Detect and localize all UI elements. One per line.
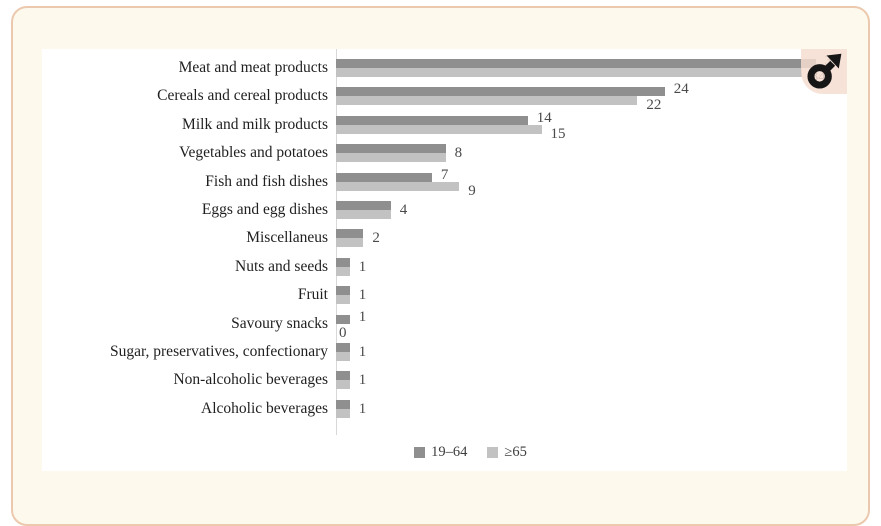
bar-19-64 — [336, 314, 350, 324]
value-label: 1 — [358, 344, 367, 360]
male-symbol-badge[interactable] — [801, 49, 847, 94]
value-label: 15 — [550, 125, 566, 142]
bar-65plus — [336, 380, 350, 390]
bar-19-64 — [336, 87, 665, 97]
category-label: Savoury snacks — [231, 314, 328, 332]
value-label: 14 — [536, 109, 552, 126]
value-label: 1 — [358, 287, 367, 304]
category-label: Fruit — [297, 286, 328, 304]
bar-65plus — [336, 295, 350, 305]
bar-65plus — [336, 210, 391, 219]
bar-19-64 — [336, 399, 350, 409]
bar-19-64 — [336, 59, 816, 68]
bar-19-64 — [336, 115, 528, 125]
value-label: 1 — [358, 372, 367, 389]
category-label: Vegetables and potatoes — [179, 144, 328, 162]
bar-19-64 — [336, 343, 350, 352]
value-label: 9 — [468, 182, 476, 199]
legend-label-19-64: 19–64 — [431, 444, 468, 460]
bar-65plus — [336, 181, 460, 191]
chart-panel: Meat and meat products3534Cereals and ce… — [42, 49, 847, 471]
bar-19-64 — [336, 286, 350, 296]
category-label: Cereals and cereal products — [157, 87, 328, 105]
category-label: Fish and fish dishes — [205, 172, 328, 190]
value-label: 4 — [399, 202, 408, 218]
legend: 19–64 ≥65 — [68, 445, 873, 459]
legend-item-19-64: 19–64 — [414, 445, 467, 459]
bar-19-64 — [336, 371, 350, 381]
value-label: 24 — [673, 81, 689, 98]
bar-65plus — [336, 352, 350, 361]
legend-label-65plus: ≥65 — [504, 444, 527, 460]
legend-swatch-19-64 — [414, 446, 426, 458]
legend-swatch-65plus — [487, 446, 499, 458]
category-label: Nuts and seeds — [235, 257, 328, 275]
bar-19-64 — [336, 229, 364, 239]
value-label: 0 — [339, 324, 347, 341]
category-label: Eggs and egg dishes — [201, 201, 328, 218]
category-label: Meat and meat products — [178, 59, 328, 76]
legend-item-65plus: ≥65 — [487, 444, 527, 460]
category-label: Miscellaneus — [246, 229, 328, 247]
value-label: 1 — [358, 400, 367, 417]
bar-65plus — [336, 68, 802, 77]
bar-65plus — [336, 266, 350, 276]
bar-65plus — [336, 153, 446, 163]
bar-65plus — [336, 408, 350, 418]
category-label: Non-alcoholic beverages — [173, 371, 328, 389]
bar-65plus — [336, 238, 364, 248]
value-label: 22 — [646, 97, 662, 114]
category-label: Sugar, preservatives, confectionary — [109, 343, 328, 360]
male-symbol-icon — [804, 52, 844, 92]
value-label: 1 — [358, 258, 367, 275]
bar-65plus — [336, 96, 638, 106]
bar-65plus — [336, 124, 542, 134]
value-label: 7 — [440, 166, 449, 183]
figure-card: Meat and meat products3534Cereals and ce… — [11, 6, 870, 526]
bar-19-64 — [336, 257, 350, 267]
category-label: Alcoholic beverages — [201, 399, 328, 417]
bar-19-64 — [336, 172, 432, 182]
value-label: 2 — [372, 230, 380, 247]
category-label: Milk and milk products — [182, 115, 328, 133]
bar-19-64 — [336, 144, 446, 154]
value-label: 1 — [358, 308, 367, 325]
bar-19-64 — [336, 201, 391, 210]
value-label: 8 — [454, 145, 463, 162]
